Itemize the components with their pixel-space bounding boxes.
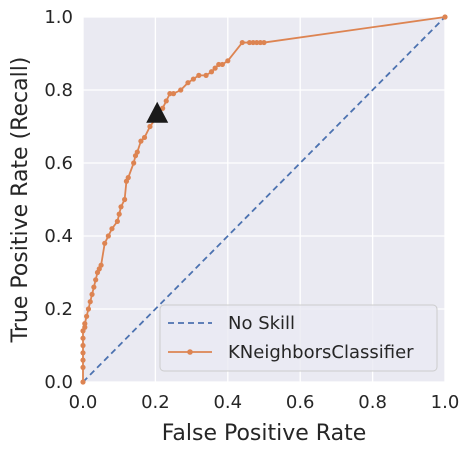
data-point-kneighbors [105,233,111,239]
data-point-kneighbors [122,196,128,203]
x-axis-label: False Positive Rate [162,421,366,446]
annotation-layer [146,101,169,123]
x-tick-labels: 0.0 0.2 0.4 0.6 0.8 1.0 [69,392,460,413]
data-point-kneighbors [185,80,191,86]
y-tick-label: 0.4 [44,226,73,247]
data-point-kneighbors [167,91,173,97]
legend-marker-kneighbors [187,349,193,355]
data-point-kneighbors [203,72,209,78]
data-point-kneighbors [116,211,122,217]
y-axis-label: True Positive Rate (Recall) [8,57,33,344]
x-tick-label: 0.6 [286,392,315,413]
legend-label-kneighbors: KNeighborsClassifier [228,342,414,363]
data-point-kneighbors [109,226,115,232]
x-tick-label: 0.2 [141,392,170,413]
data-point-kneighbors [93,277,99,283]
data-point-kneighbors [131,160,137,166]
data-point-kneighbors [80,342,86,349]
data-point-kneighbors [80,335,86,341]
data-point-kneighbors [87,299,93,305]
data-point-kneighbors [98,262,104,268]
data-point-kneighbors [160,105,166,111]
x-tick-label: 0.4 [213,392,242,413]
data-point-kneighbors [80,357,86,363]
data-point-kneighbors [80,379,86,385]
data-point-kneighbors [254,39,260,46]
data-point-kneighbors [82,324,88,330]
data-point-kneighbors [225,58,231,64]
data-point-kneighbors [147,123,153,130]
best-threshold-marker [146,101,169,123]
legend-box [159,304,438,372]
y-tick-label: 0.6 [44,153,73,174]
grid-lines [82,16,446,383]
y-tick-label: 0.2 [44,299,73,320]
y-tick-labels: 0.0 0.2 0.4 0.6 0.8 1.0 [44,7,73,393]
data-point-kneighbors [134,149,140,155]
legend-label-no-skill: No Skill [228,313,295,334]
data-point-kneighbors [208,69,215,75]
data-point-kneighbors [442,14,448,20]
data-point-kneighbors [190,76,197,82]
data-point-kneighbors [80,364,86,370]
data-point-kneighbors [216,61,222,68]
data-point-kneighbors [138,138,144,144]
y-tick-label: 0.8 [44,80,73,101]
data-point-kneighbors [196,72,202,78]
data-point-kneighbors [91,284,97,290]
data-point-kneighbors [80,350,86,356]
data-point-kneighbors [118,204,124,210]
data-point-kneighbors [82,321,88,327]
y-tick-label: 0.0 [44,372,73,393]
data-point-kneighbors [250,39,256,46]
data-point-kneighbors [89,291,95,297]
data-point-kneighbors [261,39,267,46]
data-point-kneighbors [246,39,253,46]
data-point-kneighbors [219,61,225,68]
legend: No Skill KNeighborsClassifier [159,304,438,372]
data-point-kneighbors [102,240,108,246]
x-tick-label: 1.0 [431,392,460,413]
data-point-kneighbors [178,87,184,93]
data-point-kneighbors [114,218,120,224]
data-point-kneighbors [212,65,218,71]
y-tick-label: 1.0 [44,7,73,28]
data-point-kneighbors [239,39,245,46]
data-point-kneighbors [84,313,90,319]
data-point-kneighbors [170,91,177,97]
data-point-kneighbors [163,98,169,104]
x-tick-label: 0.0 [69,392,98,413]
series-line-no-skill [82,16,446,383]
data-point-kneighbors [257,39,263,46]
data-point-kneighbors [125,175,131,181]
x-tick-label: 0.8 [358,392,387,413]
data-point-kneighbors [85,306,92,312]
data-point-kneighbors [141,134,148,141]
